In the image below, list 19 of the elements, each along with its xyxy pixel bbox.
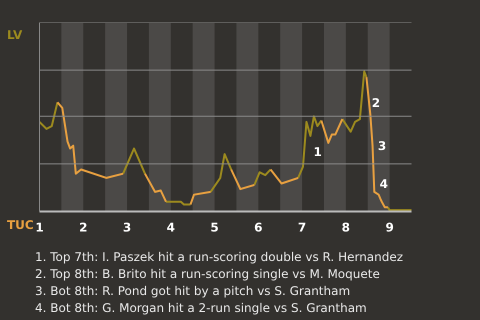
text: LV: [7, 27, 22, 44]
x-tick-label: 4: [166, 220, 175, 234]
x-tick-label: 1: [35, 220, 44, 234]
annotation: 1: [314, 144, 322, 159]
text: 3. Bot 8th: R. Pond got hit by a pitch vs S. Grantham: [35, 284, 350, 298]
x-tick-label: 3: [122, 220, 132, 234]
text: TUC: [7, 217, 34, 234]
text: 1. Top 7th: I. Paszek hit a run-scoring double vs R. Hernandez: [35, 250, 404, 264]
annotation: 4: [380, 177, 388, 191]
text: 4. Bot 8th: G. Morgan hit a 2-run single vs S. Grantham: [35, 301, 367, 315]
x-tick-label: 2: [79, 220, 88, 234]
text: 2. Top 8th: B. Brito hit a run-scoring single vs M. Moquete: [35, 267, 380, 281]
annotation: 2: [372, 96, 380, 110]
x-tick-label: 9: [385, 220, 394, 234]
x-tick-label: 6: [254, 220, 263, 234]
annotation: 3: [378, 139, 386, 154]
x-tick-label: 8: [342, 220, 350, 234]
x-tick-label: 5: [210, 220, 219, 234]
x-tick-label: 7: [298, 220, 306, 234]
